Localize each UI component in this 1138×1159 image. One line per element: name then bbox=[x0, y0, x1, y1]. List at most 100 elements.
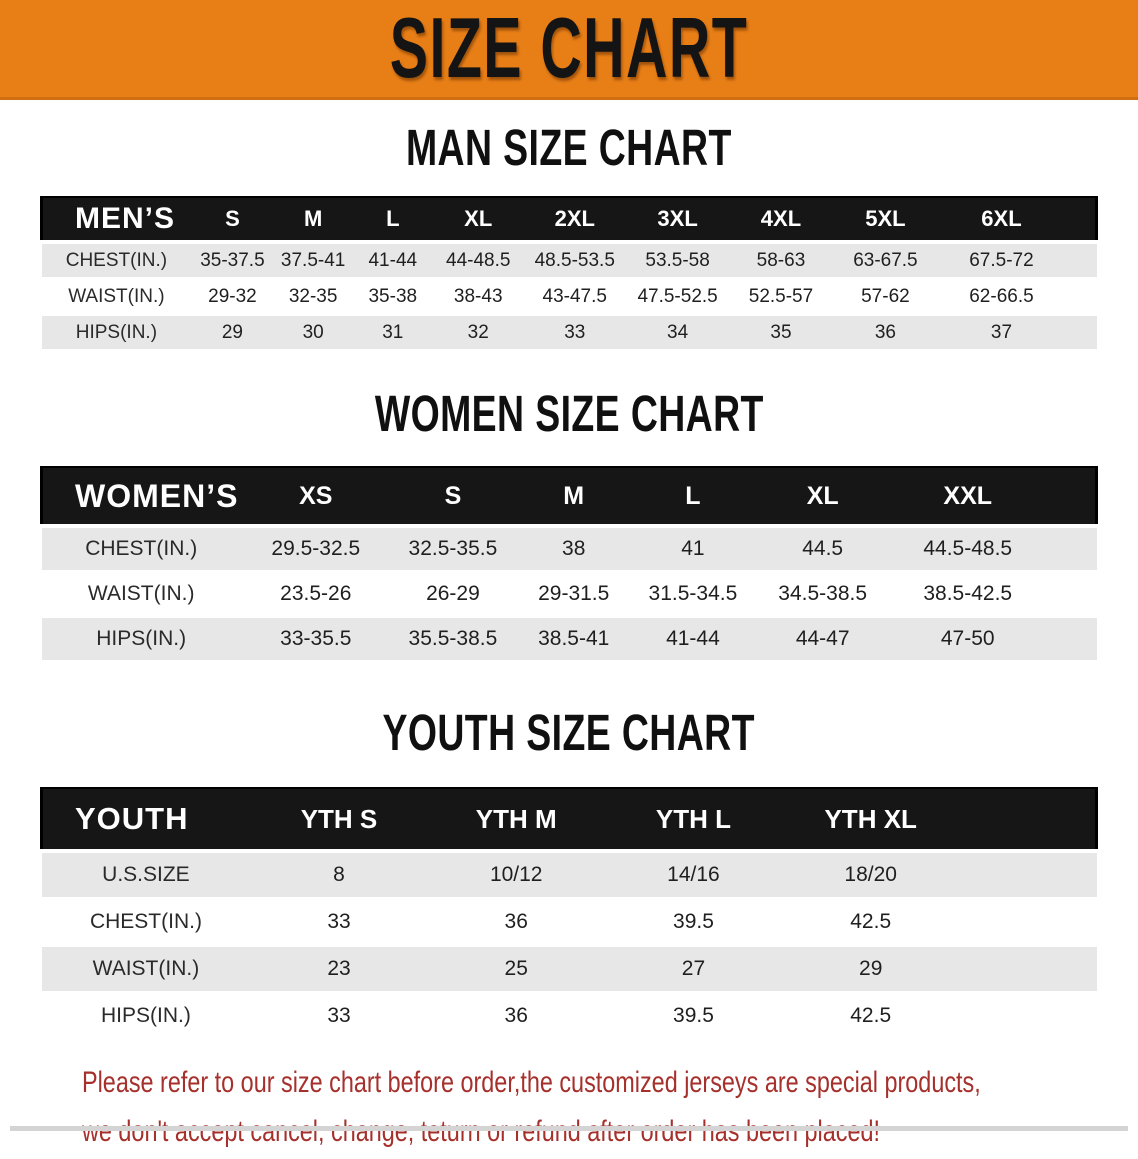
size-column-header: M bbox=[515, 466, 633, 528]
row-label-cell: WAIST(IN.) bbox=[41, 571, 241, 618]
size-value-cell: 33 bbox=[250, 992, 428, 1041]
row-label-cell: CHEST(IN.) bbox=[41, 526, 241, 573]
size-value-cell: 33-35.5 bbox=[240, 616, 391, 663]
size-column-header: YTH L bbox=[604, 787, 783, 853]
size-value-cell: 32 bbox=[432, 314, 524, 352]
row-filler bbox=[959, 945, 1097, 994]
size-value-cell: 42.5 bbox=[782, 992, 960, 1041]
women-table-header-row: WOMEN’S XS S M L XL XXL bbox=[39, 466, 1098, 528]
size-value-cell: 32.5-35.5 bbox=[390, 526, 516, 573]
size-column-header: 3XL bbox=[625, 196, 730, 244]
table-row: HIPS(IN.) 33-35.5 35.5-38.5 38.5-41 41-44 44-… bbox=[41, 616, 1097, 663]
size-value-cell: 62-66.5 bbox=[938, 278, 1065, 316]
size-value-cell: 39.5 bbox=[604, 898, 783, 947]
size-column-header: L bbox=[632, 466, 754, 528]
table-row: HIPS(IN.) 33 36 39.5 42.5 bbox=[41, 992, 1097, 1041]
row-filler bbox=[959, 851, 1097, 900]
size-value-cell: 41-44 bbox=[632, 616, 754, 663]
size-column-header: L bbox=[352, 196, 433, 244]
size-value-cell: 33 bbox=[523, 314, 626, 352]
size-value-cell: 8 bbox=[250, 851, 428, 900]
size-value-cell: 29.5-32.5 bbox=[240, 526, 391, 573]
header-filler bbox=[959, 787, 1099, 853]
table-row: WAIST(IN.) 23 25 27 29 bbox=[41, 945, 1097, 994]
men-section-title: MAN SIZE CHART bbox=[40, 100, 1098, 196]
size-value-cell: 44.5-48.5 bbox=[891, 526, 1044, 573]
size-value-cell: 29 bbox=[191, 314, 274, 352]
disclaimer-line-1: Please refer to our size chart before or… bbox=[82, 1066, 981, 1099]
size-value-cell: 10/12 bbox=[427, 851, 605, 900]
size-value-cell: 44-48.5 bbox=[432, 242, 524, 280]
row-label-cell: HIPS(IN.) bbox=[41, 992, 251, 1041]
size-value-cell: 26-29 bbox=[390, 571, 516, 618]
women-section-title-text: WOMEN SIZE CHART bbox=[374, 386, 764, 443]
size-value-cell: 31.5-34.5 bbox=[632, 571, 754, 618]
size-value-cell: 29-32 bbox=[191, 278, 274, 316]
size-value-cell: 35-38 bbox=[352, 278, 433, 316]
size-value-cell: 37.5-41 bbox=[273, 242, 353, 280]
size-value-cell: 38 bbox=[515, 526, 633, 573]
size-value-cell: 36 bbox=[427, 898, 605, 947]
size-value-cell: 44.5 bbox=[753, 526, 892, 573]
youth-table-header-row: YOUTH YTH S YTH M YTH L YTH XL bbox=[40, 787, 1099, 853]
women-size-table: WOMEN’S XS S M L XL XXL CHEST(IN.) 29.5-32.5 32.… bbox=[39, 466, 1098, 663]
size-value-cell: 63-67.5 bbox=[832, 242, 939, 280]
size-value-cell: 27 bbox=[604, 945, 783, 994]
size-value-cell: 53.5-58 bbox=[625, 242, 730, 280]
size-value-cell: 47-50 bbox=[891, 616, 1044, 663]
size-value-cell: 67.5-72 bbox=[938, 242, 1065, 280]
size-column-header: XXL bbox=[891, 466, 1044, 528]
row-filler bbox=[959, 992, 1097, 1041]
size-value-cell: 41-44 bbox=[352, 242, 433, 280]
size-value-cell: 32-35 bbox=[273, 278, 353, 316]
row-filler bbox=[1043, 526, 1097, 573]
table-row: WAIST(IN.) 29-32 32-35 35-38 38-43 43-47.5 47.… bbox=[41, 278, 1097, 316]
disclaimer: Please refer to our size chart before or… bbox=[40, 1041, 1098, 1159]
size-value-cell: 18/20 bbox=[782, 851, 960, 900]
size-column-header: M bbox=[273, 196, 353, 244]
size-value-cell: 41 bbox=[632, 526, 754, 573]
row-filler bbox=[959, 898, 1097, 947]
row-label-cell: CHEST(IN.) bbox=[41, 898, 251, 947]
row-filler bbox=[1064, 278, 1097, 316]
disclaimer-line-2: we don't accept cancel, change, teturn o… bbox=[82, 1115, 880, 1148]
size-column-header: YTH S bbox=[250, 787, 428, 853]
size-value-cell: 35 bbox=[729, 314, 833, 352]
size-value-cell: 14/16 bbox=[604, 851, 783, 900]
size-value-cell: 34.5-38.5 bbox=[753, 571, 892, 618]
table-row: CHEST(IN.) 33 36 39.5 42.5 bbox=[41, 898, 1097, 947]
size-value-cell: 23.5-26 bbox=[240, 571, 391, 618]
size-column-header: 4XL bbox=[729, 196, 833, 244]
table-row: CHEST(IN.) 29.5-32.5 32.5-35.5 38 41 44.5 44.5… bbox=[41, 526, 1097, 573]
size-value-cell: 33 bbox=[250, 898, 428, 947]
table-row: WAIST(IN.) 23.5-26 26-29 29-31.5 31.5-34.5 34… bbox=[41, 571, 1097, 618]
row-filler bbox=[1043, 616, 1097, 663]
size-value-cell: 29 bbox=[782, 945, 960, 994]
table-row: U.S.SIZE 8 10/12 14/16 18/20 bbox=[41, 851, 1097, 900]
size-value-cell: 48.5-53.5 bbox=[523, 242, 626, 280]
row-label-cell: WAIST(IN.) bbox=[41, 945, 251, 994]
size-value-cell: 38.5-41 bbox=[515, 616, 633, 663]
banner-title: SIZE CHART bbox=[389, 0, 749, 96]
row-filler bbox=[1064, 314, 1097, 352]
size-column-header: YTH XL bbox=[782, 787, 960, 853]
youth-section-title-text: YOUTH SIZE CHART bbox=[382, 705, 756, 762]
youth-section-title: YOUTH SIZE CHART bbox=[40, 663, 1098, 787]
header-filler bbox=[1043, 466, 1098, 528]
size-value-cell: 43-47.5 bbox=[523, 278, 626, 316]
size-column-header: S bbox=[390, 466, 516, 528]
size-value-cell: 38-43 bbox=[432, 278, 524, 316]
size-value-cell: 37 bbox=[938, 314, 1065, 352]
size-column-header: XL bbox=[753, 466, 892, 528]
youth-table-corner-label: YOUTH bbox=[40, 787, 251, 853]
size-column-header: XL bbox=[432, 196, 524, 244]
row-filler bbox=[1064, 242, 1097, 280]
size-column-header: 5XL bbox=[832, 196, 939, 244]
youth-size-table: YOUTH YTH S YTH M YTH L YTH XL U.S.SIZE 8 10/1… bbox=[40, 787, 1099, 1041]
content-area: MAN SIZE CHART MEN’S S M L XL 2XL 3XL 4XL 5XL 6XL… bbox=[0, 100, 1138, 1159]
size-column-header: S bbox=[191, 196, 274, 244]
size-value-cell: 47.5-52.5 bbox=[625, 278, 730, 316]
size-value-cell: 58-63 bbox=[729, 242, 833, 280]
table-row: CHEST(IN.) 35-37.5 37.5-41 41-44 44-48.5 48.5… bbox=[41, 242, 1097, 280]
header-filler bbox=[1064, 196, 1098, 244]
